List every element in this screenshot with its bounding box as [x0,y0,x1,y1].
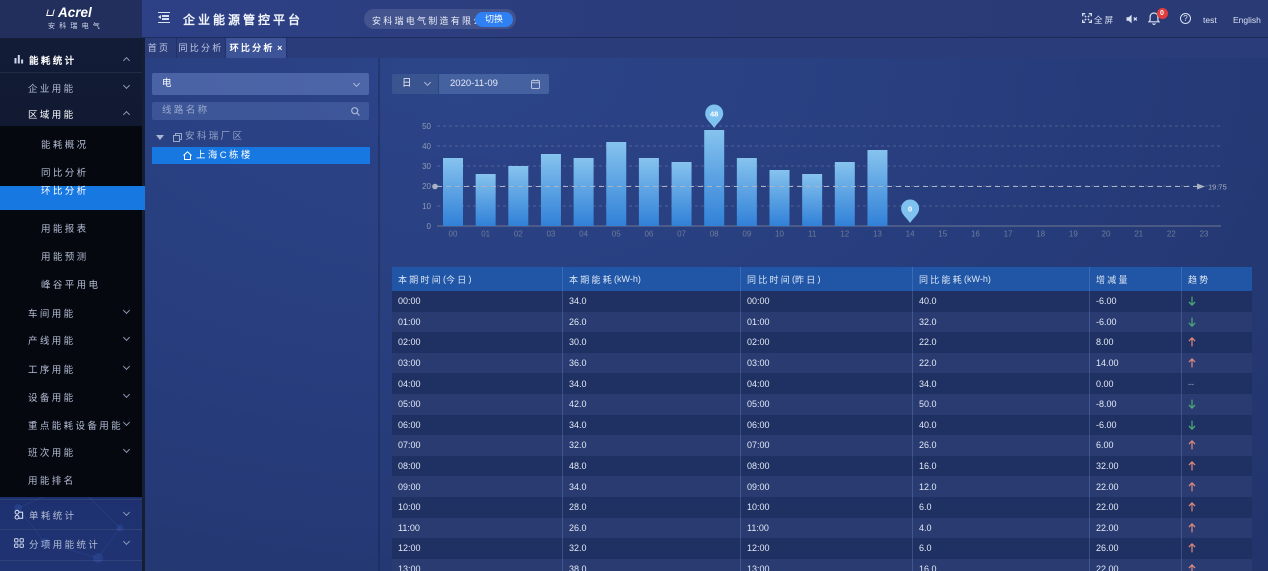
svg-text:23: 23 [1199,230,1208,239]
svg-text:20: 20 [422,182,431,191]
svg-text:40: 40 [422,142,431,151]
svg-text:03: 03 [546,230,555,239]
svg-text:19: 19 [1069,230,1078,239]
svg-text:21: 21 [1134,230,1143,239]
svg-text:14: 14 [906,230,915,239]
svg-text:12: 12 [840,230,849,239]
svg-text:10: 10 [422,202,431,211]
svg-text:30: 30 [422,162,431,171]
svg-text:08: 08 [710,230,719,239]
svg-text:09: 09 [742,230,751,239]
svg-text:15: 15 [938,230,947,239]
svg-text:50: 50 [422,122,431,131]
svg-text:48: 48 [710,110,718,119]
svg-text:02: 02 [514,230,523,239]
svg-text:0: 0 [427,222,432,231]
svg-text:13: 13 [873,230,882,239]
svg-text:0: 0 [908,205,912,214]
svg-text:18: 18 [1036,230,1045,239]
svg-text:00: 00 [449,230,458,239]
svg-text:07: 07 [677,230,686,239]
svg-text:22: 22 [1167,230,1176,239]
svg-text:20: 20 [1102,230,1111,239]
svg-text:11: 11 [808,230,817,239]
svg-text:06: 06 [644,230,653,239]
svg-text:19.75: 19.75 [1208,183,1227,192]
svg-text:05: 05 [612,230,621,239]
svg-text:01: 01 [481,230,490,239]
svg-text:17: 17 [1004,230,1013,239]
svg-text:10: 10 [775,230,784,239]
svg-text:16: 16 [971,230,980,239]
svg-text:04: 04 [579,230,588,239]
